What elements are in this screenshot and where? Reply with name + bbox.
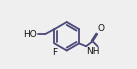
Text: F: F: [52, 48, 57, 57]
Text: O: O: [98, 24, 105, 33]
Text: NH: NH: [87, 47, 100, 56]
Text: HO: HO: [24, 30, 37, 39]
